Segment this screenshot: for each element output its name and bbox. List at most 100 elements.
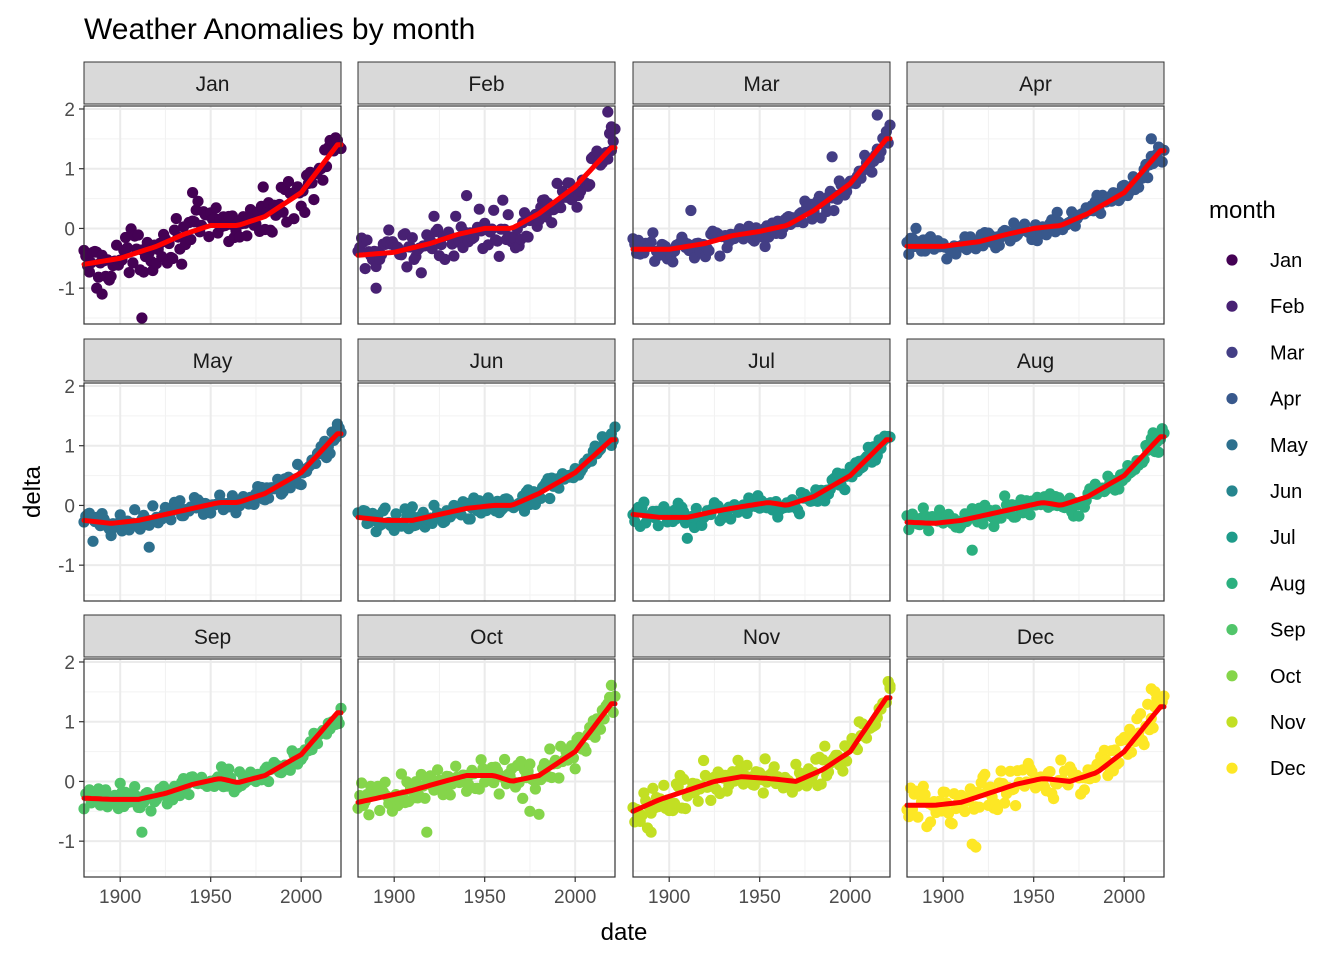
- data-point: [165, 514, 177, 526]
- data-point: [383, 224, 395, 236]
- data-point: [714, 250, 726, 262]
- data-point: [923, 525, 935, 537]
- data-point: [837, 765, 849, 777]
- data-point: [488, 777, 500, 789]
- facet-panel-mar: Mar: [627, 61, 896, 325]
- data-point: [517, 792, 529, 805]
- legend-key-apr: [1226, 393, 1238, 405]
- data-point: [136, 826, 148, 838]
- trend-line: [904, 148, 1167, 249]
- y-tick-label: 0: [64, 772, 75, 793]
- data-point: [645, 826, 657, 838]
- legend-key-feb: [1226, 300, 1238, 312]
- facet-strip-label: May: [193, 350, 233, 373]
- x-tick-label: 1900: [99, 887, 141, 908]
- facet-strip-label: Dec: [1017, 626, 1054, 649]
- data-point: [725, 513, 737, 525]
- data-point: [473, 203, 485, 215]
- trend-line: [81, 142, 344, 267]
- data-point: [406, 232, 418, 244]
- data-point: [83, 266, 95, 278]
- data-point: [129, 781, 141, 793]
- data-point: [450, 760, 462, 772]
- facet-strip: [83, 338, 342, 382]
- legend-label-jun: Jun: [1270, 481, 1302, 503]
- panel-border: [906, 658, 1165, 878]
- data-point: [1156, 156, 1168, 168]
- data-point: [497, 194, 509, 206]
- trend-line: [904, 704, 1167, 808]
- y-tick-label: 0: [64, 219, 75, 240]
- facet-strip: [632, 614, 891, 658]
- x-axis-label: date: [601, 919, 648, 946]
- facet-strip-label: Apr: [1019, 73, 1052, 96]
- data-point: [223, 210, 235, 223]
- facet-strip: [906, 338, 1165, 382]
- legend-label-aug: Aug: [1270, 573, 1306, 595]
- panel-border: [83, 382, 342, 602]
- data-point: [129, 504, 141, 516]
- data-point: [594, 723, 607, 735]
- data-point: [681, 532, 693, 544]
- data-point: [544, 743, 556, 755]
- data-point: [266, 226, 278, 238]
- data-point: [127, 257, 139, 269]
- facet-strip: [906, 61, 1165, 105]
- data-point: [979, 768, 991, 781]
- data-point: [966, 838, 978, 850]
- data-point: [406, 501, 418, 513]
- data-point: [1133, 181, 1145, 193]
- legend-label-jan: Jan: [1270, 250, 1302, 272]
- data-point: [379, 502, 391, 514]
- data-point: [299, 206, 311, 218]
- data-point: [87, 535, 99, 547]
- data-point: [395, 768, 407, 780]
- data-point: [759, 753, 771, 765]
- x-tick-label: 1950: [739, 887, 781, 908]
- data-point: [607, 135, 619, 147]
- x-tick-label: 1900: [648, 887, 690, 908]
- facet-panel-jan: Jan -1 0 1 2: [58, 61, 347, 325]
- panel-border: [632, 382, 891, 602]
- panel-border: [357, 658, 616, 878]
- data-point: [759, 240, 771, 253]
- panel-border: [906, 105, 1165, 325]
- data-point: [401, 261, 413, 273]
- data-point: [1147, 722, 1159, 734]
- trend-line: [630, 136, 893, 252]
- data-point: [277, 206, 289, 218]
- data-point: [147, 500, 159, 512]
- data-point: [941, 253, 953, 265]
- legend-label-dec: Dec: [1270, 758, 1306, 780]
- facet-strip: [632, 338, 891, 382]
- data-point: [174, 495, 186, 507]
- legend-key-may: [1226, 439, 1238, 451]
- data-point: [1010, 800, 1022, 812]
- x-tick-label: 1900: [373, 887, 415, 908]
- data-point: [223, 763, 235, 775]
- data-point: [698, 754, 710, 767]
- data-point: [1024, 509, 1036, 521]
- facet-strip: [83, 61, 342, 105]
- data-point: [522, 231, 534, 243]
- data-point: [136, 312, 148, 324]
- data-point: [793, 508, 806, 520]
- y-tick-label: -1: [58, 556, 75, 577]
- legend-label-mar: Mar: [1270, 342, 1305, 364]
- facet-panel-may: May -1 0 1 2: [58, 338, 347, 602]
- y-tick-label: 2: [64, 377, 75, 398]
- y-tick-label: 2: [64, 653, 75, 674]
- facet-strip: [357, 614, 616, 658]
- facet-strip-label: Mar: [743, 73, 779, 96]
- legend-key-jul: [1226, 531, 1238, 543]
- data-point: [421, 826, 433, 838]
- data-point: [1073, 510, 1085, 522]
- data-point: [143, 541, 155, 553]
- data-point: [145, 805, 157, 817]
- x-tick-label: 1950: [190, 887, 232, 908]
- data-point: [308, 194, 320, 206]
- data-point: [999, 490, 1011, 502]
- data-point: [924, 816, 937, 828]
- legend-label-feb: Feb: [1270, 296, 1304, 318]
- panel-border: [906, 382, 1165, 602]
